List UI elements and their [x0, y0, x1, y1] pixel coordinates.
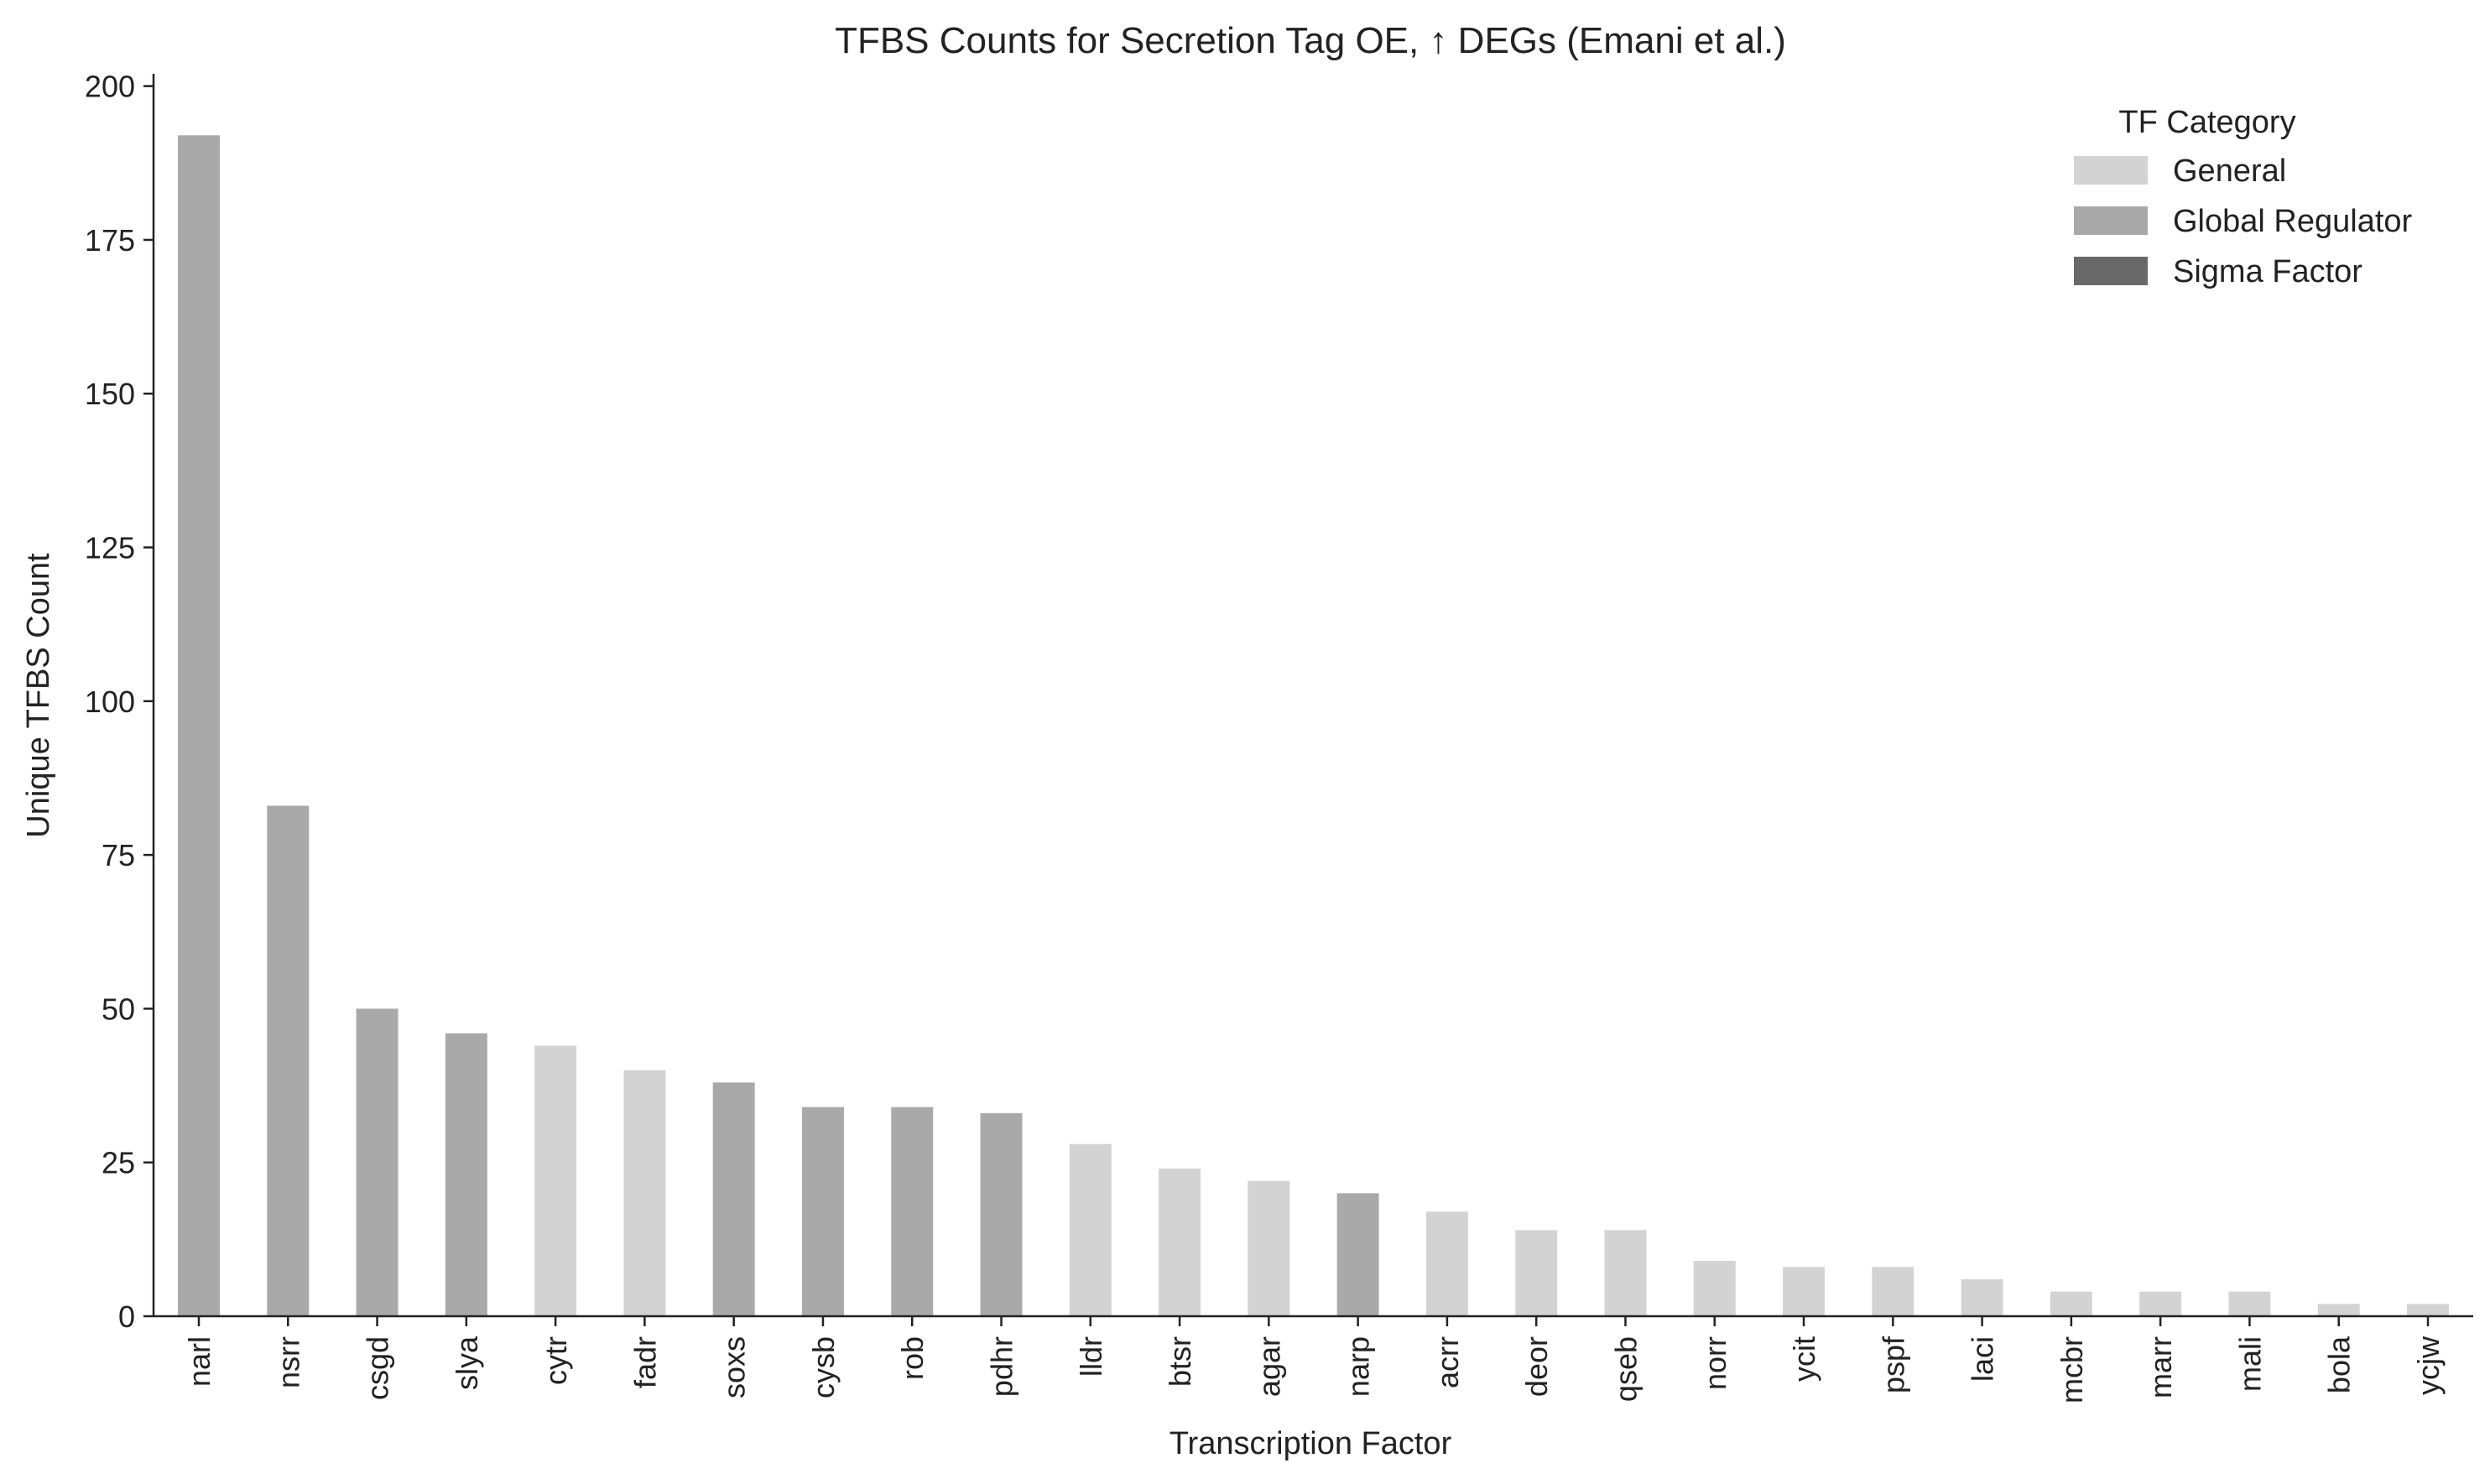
x-tick-label: ycjw	[2411, 1336, 2446, 1395]
bar-soxs	[712, 1082, 755, 1316]
legend: TF Category General Global Regulator Sigma…	[2074, 105, 2413, 289]
x-tick-label: lldr	[1074, 1336, 1108, 1377]
y-tick-label: 125	[85, 531, 135, 565]
bar-lldr	[1069, 1143, 1112, 1316]
legend-title: TF Category	[2118, 105, 2295, 140]
y-tick-label: 200	[85, 70, 135, 104]
bar-acrr	[1425, 1211, 1468, 1316]
bar-pspf	[1872, 1267, 1914, 1316]
x-tick-label: qseb	[1608, 1336, 1643, 1402]
x-tick-label: marr	[2144, 1336, 2178, 1398]
x-tick-label: norr	[1698, 1336, 1732, 1390]
x-tick-label: bola	[2322, 1336, 2357, 1393]
x-tick-label: deor	[1519, 1336, 1554, 1397]
x-tick-label: csgd	[361, 1336, 395, 1400]
x-axis-label: Transcription Factor	[1169, 1426, 1452, 1461]
x-tick-label: fadr	[628, 1336, 662, 1388]
y-axis-label: Unique TFBS Count	[21, 553, 56, 838]
bar-ycjw	[2407, 1304, 2449, 1316]
legend-item-label: General	[2173, 154, 2286, 189]
y-tick-label: 100	[85, 685, 135, 719]
legend-swatch	[2074, 156, 2148, 185]
bar-fadr	[623, 1070, 666, 1316]
bar-pdhr	[980, 1113, 1023, 1316]
y-axis: 0 25 50 75 100 125 150 175 200	[85, 70, 155, 1334]
legend-item-label: Global Regulator	[2173, 204, 2413, 239]
x-tick-label: btsr	[1163, 1336, 1197, 1387]
bar-cysb	[801, 1106, 844, 1316]
bar-ycit	[1783, 1267, 1826, 1316]
x-tick-label: cysb	[806, 1336, 841, 1398]
x-tick-label: pspf	[1876, 1336, 1910, 1393]
x-axis: narl nsrr csgd slya cytr fadr soxs cysb rob pdhr l…	[154, 1315, 2473, 1403]
y-tick-label: 25	[102, 1146, 135, 1180]
bar-csgd	[356, 1008, 399, 1316]
bar-bola	[2317, 1304, 2360, 1316]
bar-norr	[1693, 1261, 1736, 1316]
bar-marr	[2139, 1291, 2182, 1316]
bar-cytr	[534, 1045, 577, 1316]
x-tick-label: pdhr	[985, 1336, 1019, 1397]
x-tick-label: acrr	[1430, 1336, 1465, 1388]
y-tick-label: 75	[102, 838, 135, 872]
x-tick-label: narl	[182, 1336, 216, 1387]
legend-item-label: Sigma Factor	[2173, 254, 2362, 289]
x-tick-label: mali	[2232, 1336, 2267, 1392]
chart-title: TFBS Counts for Secretion Tag OE, ↑ DEGs…	[835, 20, 1786, 61]
y-tick-label: 0	[118, 1299, 135, 1334]
bar-mali	[2228, 1291, 2271, 1316]
bar-nsrr	[267, 805, 310, 1316]
x-tick-label: nsrr	[271, 1336, 305, 1388]
x-tick-label: cytr	[539, 1336, 573, 1385]
x-tick-label: soxs	[717, 1336, 752, 1398]
y-tick-label: 150	[85, 377, 135, 411]
x-tick-label: narp	[1341, 1336, 1376, 1397]
bar-narp	[1336, 1193, 1379, 1316]
y-tick-label: 50	[102, 992, 135, 1026]
legend-swatch	[2074, 257, 2148, 285]
bar-deor	[1515, 1230, 1558, 1316]
x-tick-label: rob	[895, 1336, 930, 1380]
x-tick-label: slya	[450, 1336, 484, 1390]
bar-slya	[445, 1033, 487, 1316]
bar-rob	[891, 1106, 934, 1316]
bar-laci	[1961, 1279, 2003, 1316]
x-tick-label: mcbr	[2055, 1336, 2089, 1403]
bar-narl	[178, 135, 220, 1316]
x-tick-label: laci	[1966, 1336, 2000, 1382]
y-tick-label: 175	[85, 223, 135, 258]
bar-qseb	[1604, 1230, 1647, 1316]
bar-btsr	[1159, 1169, 1201, 1316]
bar-mcbr	[2050, 1291, 2092, 1316]
x-tick-label: agar	[1252, 1336, 1286, 1397]
legend-swatch	[2074, 206, 2148, 235]
x-tick-label: ycit	[1787, 1336, 1821, 1382]
bars-group	[178, 135, 2449, 1316]
bar-agar	[1248, 1180, 1290, 1316]
